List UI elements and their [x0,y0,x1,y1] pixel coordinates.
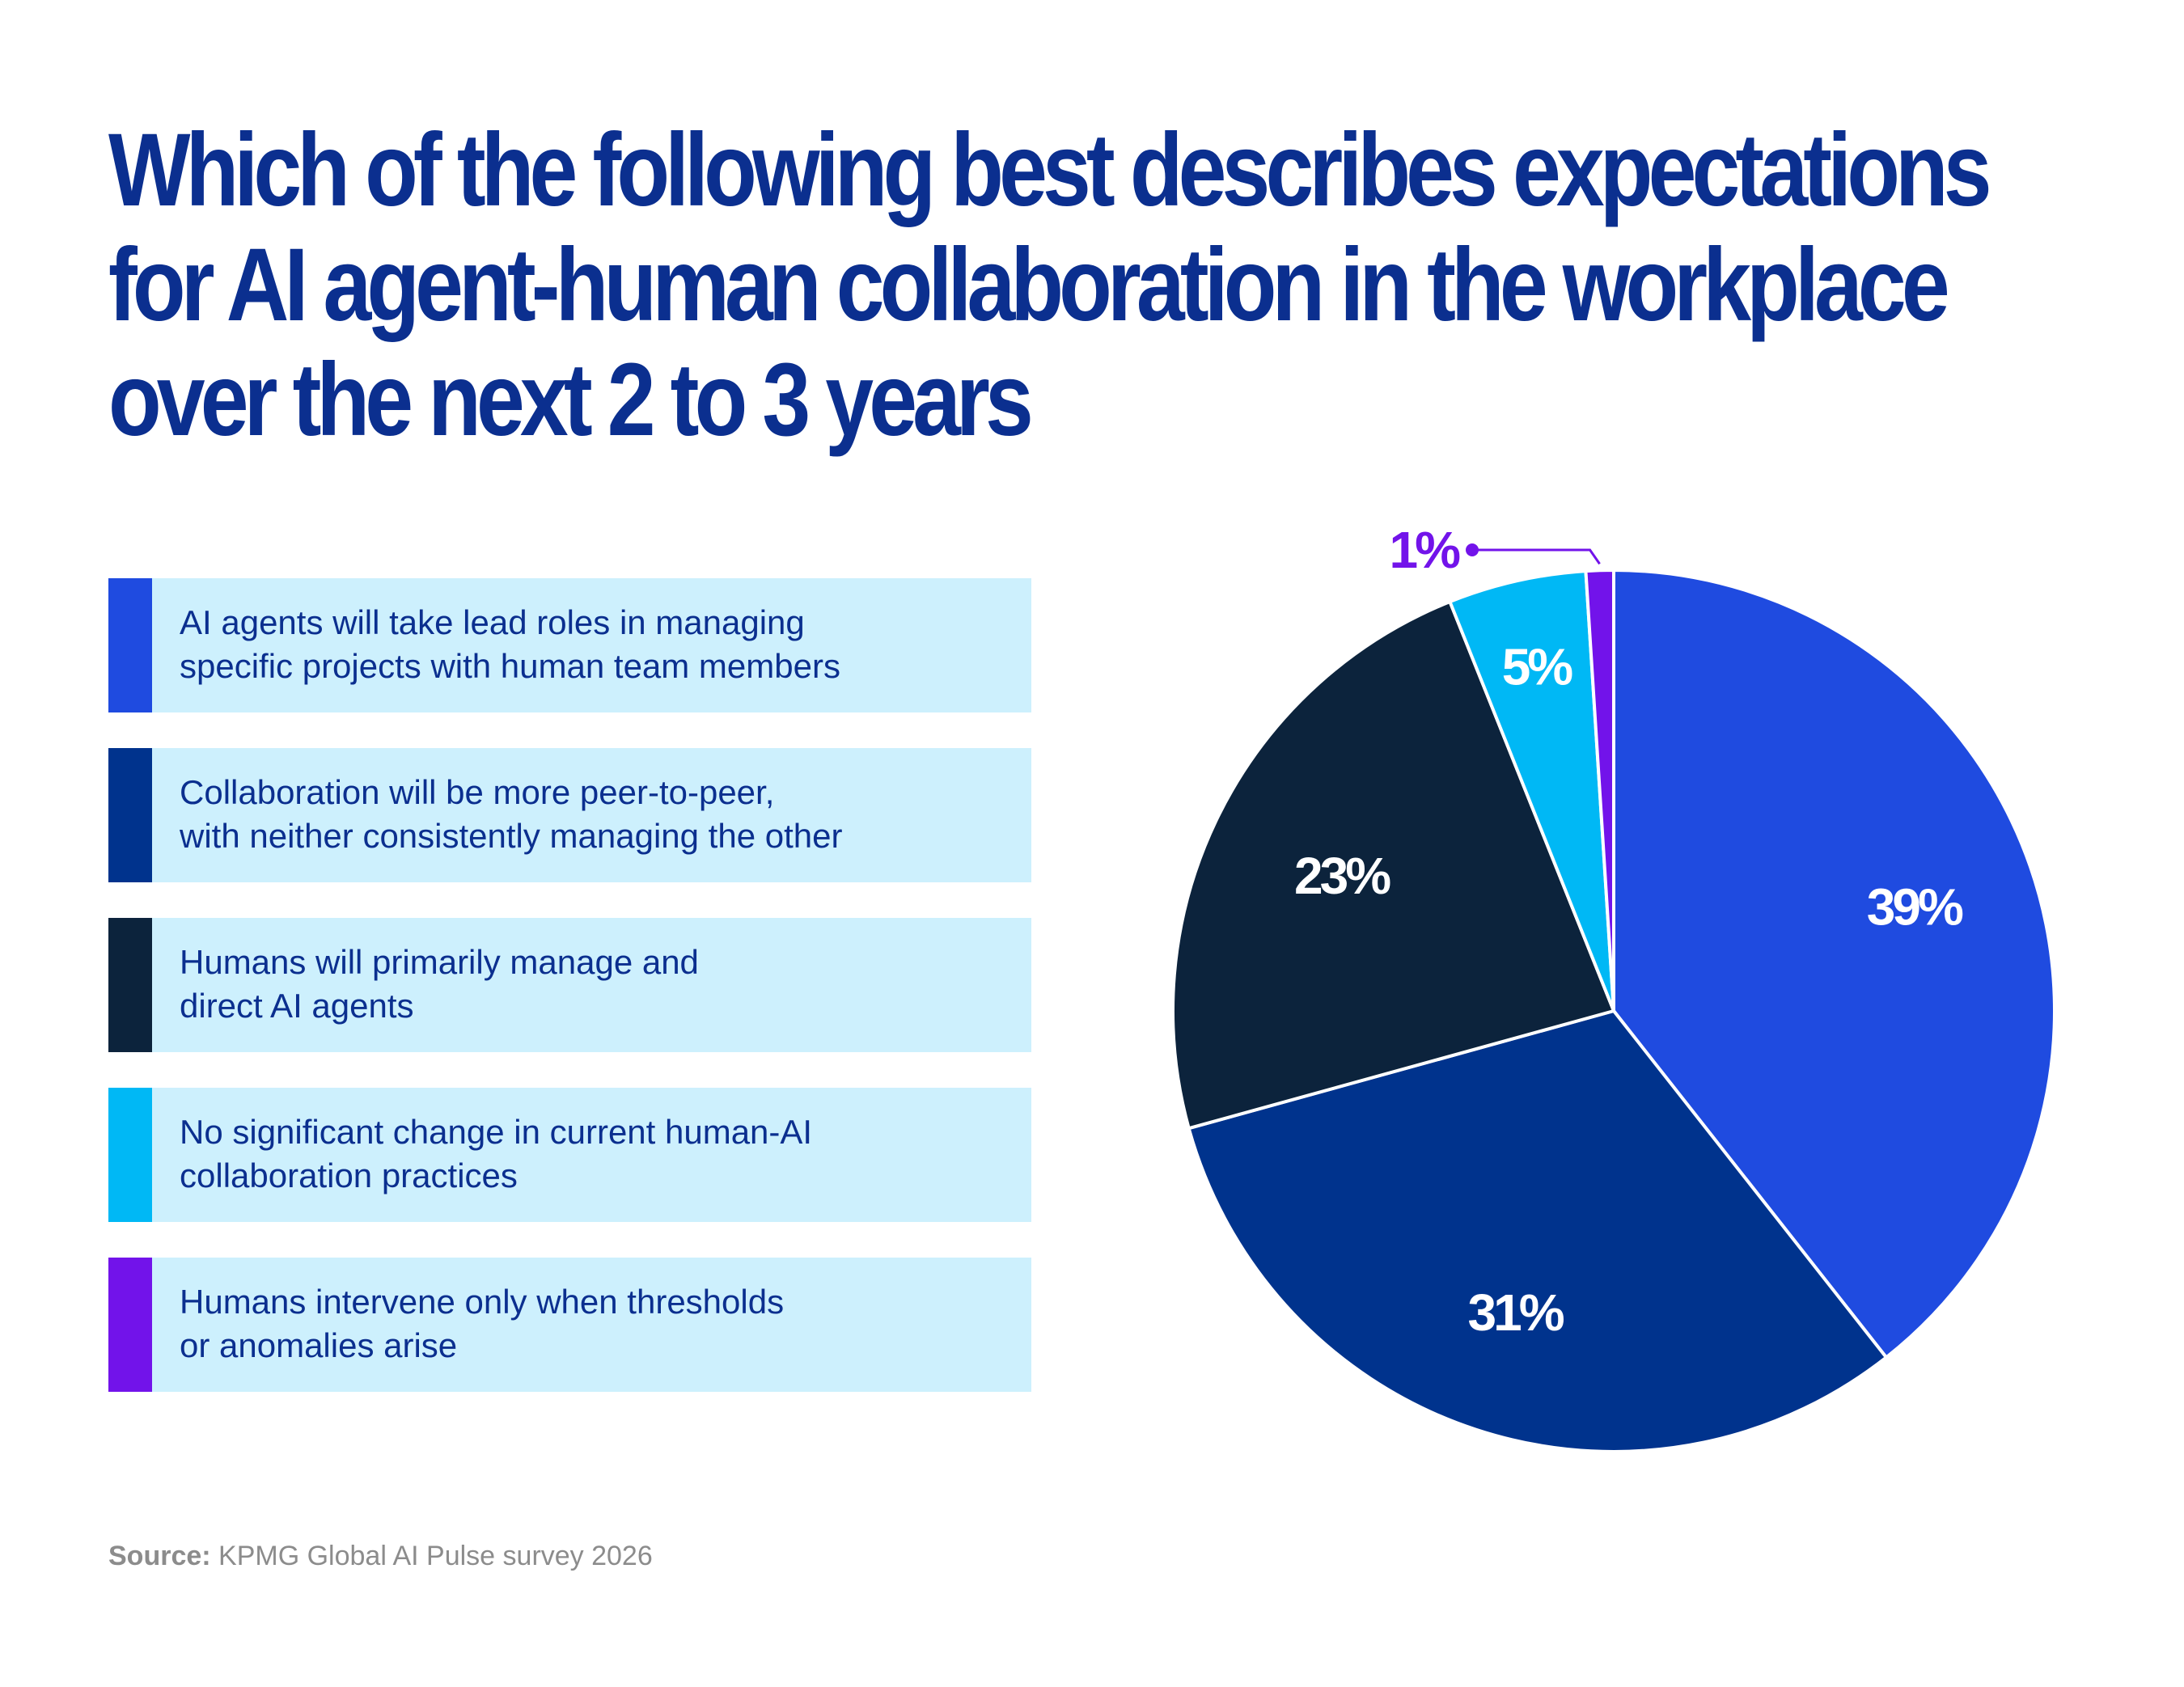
legend-label-line: Humans intervene only when thresholds [180,1283,785,1321]
legend-item-humans-intervene: Humans intervene only when thresholds or… [108,1258,1031,1392]
pie-slice-no-change [1448,569,1615,1013]
chart-title: Which of the following best describes ex… [108,112,1992,458]
legend-label-ai-lead: AI agents will take lead roles in managi… [180,601,1015,688]
legend-label-no-change: No significant change in current human-A… [180,1110,1015,1198]
pie-callout-dot [1466,543,1479,556]
pie-label-ai-lead: 39% [1867,878,1963,937]
legend-label-line: Humans will primarily manage and [180,943,699,981]
source-label: Source: [108,1541,211,1571]
pie-label-no-change: 5% [1502,638,1573,696]
legend-label-peer-to-peer: Collaboration will be more peer-to-peer,… [180,771,1015,858]
title-line-2: for AI agent-human collaboration in the … [108,227,1950,343]
legend-label-line: or anomalies arise [180,1326,458,1364]
legend-item-ai-lead: AI agents will take lead roles in managi… [108,578,1031,712]
legend-item-peer-to-peer: Collaboration will be more peer-to-peer,… [108,748,1031,882]
pie-chart: 39% 31% 23% 5% 1% [1171,521,2056,1454]
title-line-3: over the next 2 to 3 years [108,342,1034,458]
legend-swatch-humans-intervene [108,1258,152,1392]
legend: AI agents will take lead roles in managi… [108,578,1031,1427]
legend-item-no-change: No significant change in current human-A… [108,1088,1031,1222]
pie-slice-ai-lead [1612,569,2056,1359]
legend-label-humans-intervene: Humans intervene only when thresholds or… [180,1280,1015,1368]
legend-item-humans-manage: Humans will primarily manage and direct … [108,918,1031,1052]
pie-slice-humans-intervene [1584,569,1615,1013]
pie-callout-line [1472,548,1601,565]
pie-label-humans-intervene: 1% [1390,521,1461,579]
pie-label-humans-manage: 23% [1294,847,1390,905]
title-line-1: Which of the following best describes ex… [108,112,1992,228]
legend-label-humans-manage: Humans will primarily manage and direct … [180,941,1015,1028]
legend-label-line: collaboration practices [180,1156,518,1194]
pie-label-peer-to-peer: 31% [1468,1283,1564,1342]
pie-slice-humans-manage [1171,600,1615,1131]
legend-label-line: Collaboration will be more peer-to-peer, [180,773,775,811]
legend-swatch-no-change [108,1088,152,1222]
legend-swatch-humans-manage [108,918,152,1052]
legend-label-line: with neither consistently managing the o… [180,817,843,855]
legend-label-line: specific projects with human team member… [180,647,840,685]
legend-label-line: No significant change in current human-A… [180,1113,813,1151]
legend-label-line: AI agents will take lead roles in managi… [180,603,805,641]
source-note: Source: KPMG Global AI Pulse survey 2026 [108,1541,653,1572]
source-text: KPMG Global AI Pulse survey 2026 [210,1541,653,1571]
legend-swatch-ai-lead [108,578,152,712]
legend-label-line: direct AI agents [180,987,414,1025]
legend-swatch-peer-to-peer [108,748,152,882]
pie-slice-peer-to-peer [1187,1009,1888,1454]
